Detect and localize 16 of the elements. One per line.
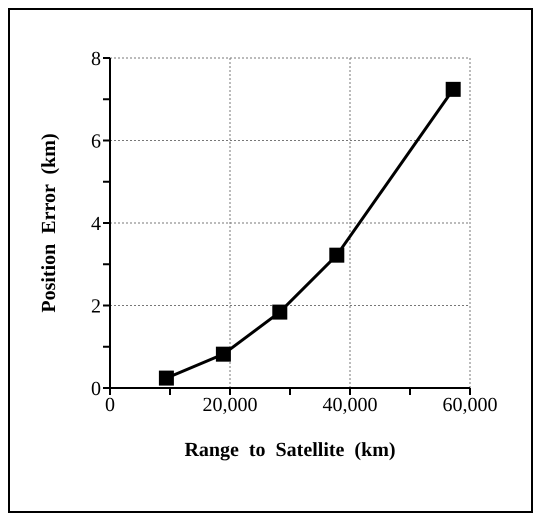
point	[329, 248, 344, 263]
x-tick-label: 20,000	[202, 394, 258, 416]
point	[158, 370, 174, 386]
y-tick-label: 6	[91, 130, 101, 153]
y-tick-label: 2	[91, 296, 101, 318]
x-tick-label: 0	[105, 394, 115, 416]
x-tick-label: 60,000	[442, 394, 498, 416]
y-tick-label: 4	[91, 213, 101, 236]
point	[216, 346, 231, 362]
y-tick-label: 8	[91, 48, 101, 70]
point	[272, 304, 288, 320]
x-axis-title: Range to Satellite (km)	[184, 439, 396, 461]
y-tick-label: 0	[91, 378, 101, 400]
point	[446, 82, 461, 97]
x-tick-label: 40,000	[322, 394, 378, 416]
y-axis-title: Position Error (km)	[38, 133, 60, 313]
